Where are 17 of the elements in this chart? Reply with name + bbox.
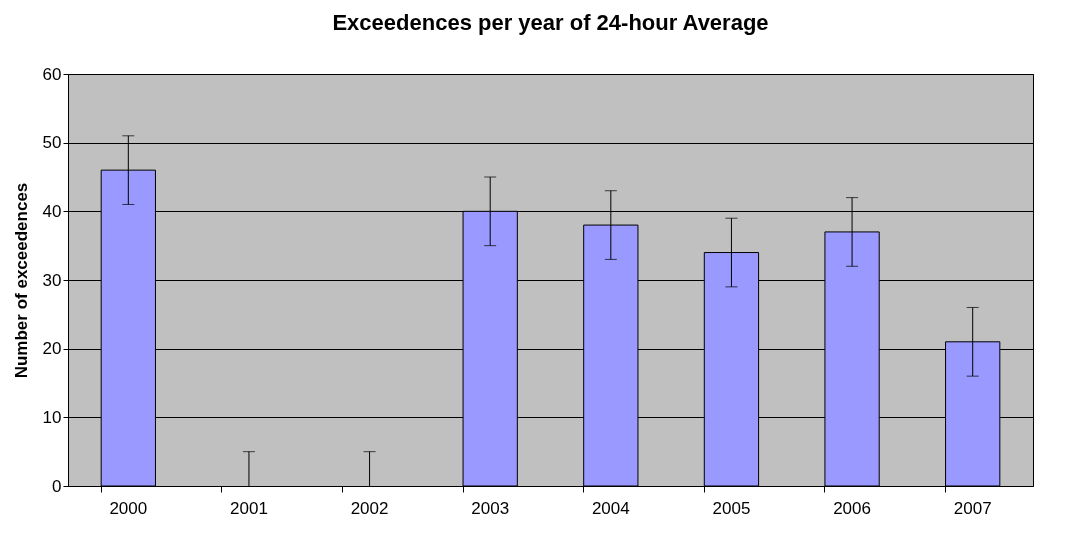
- y-tick-label: 60: [42, 64, 62, 84]
- x-tick-label: 2005: [712, 498, 751, 518]
- chart-title: Exceedences per year of 24-hour Average: [332, 10, 769, 35]
- x-tick-label: 2003: [471, 498, 510, 518]
- y-tick-label: 30: [42, 270, 62, 290]
- x-tick-label: 2004: [591, 498, 630, 518]
- y-tick-label: 0: [52, 476, 62, 496]
- y-tick-label: 10: [42, 407, 62, 427]
- y-tick-label: 50: [42, 133, 62, 153]
- x-tick-label: 2006: [833, 498, 871, 518]
- x-tick-label: 2007: [953, 498, 992, 518]
- x-tick-label: 2000: [109, 498, 148, 518]
- y-axis-title: Number of exceedences: [11, 182, 31, 379]
- x-tick-label: 2001: [230, 498, 268, 518]
- y-tick-label: 20: [42, 339, 62, 359]
- y-tick-label: 40: [42, 201, 62, 221]
- x-tick-label: 2002: [350, 498, 389, 518]
